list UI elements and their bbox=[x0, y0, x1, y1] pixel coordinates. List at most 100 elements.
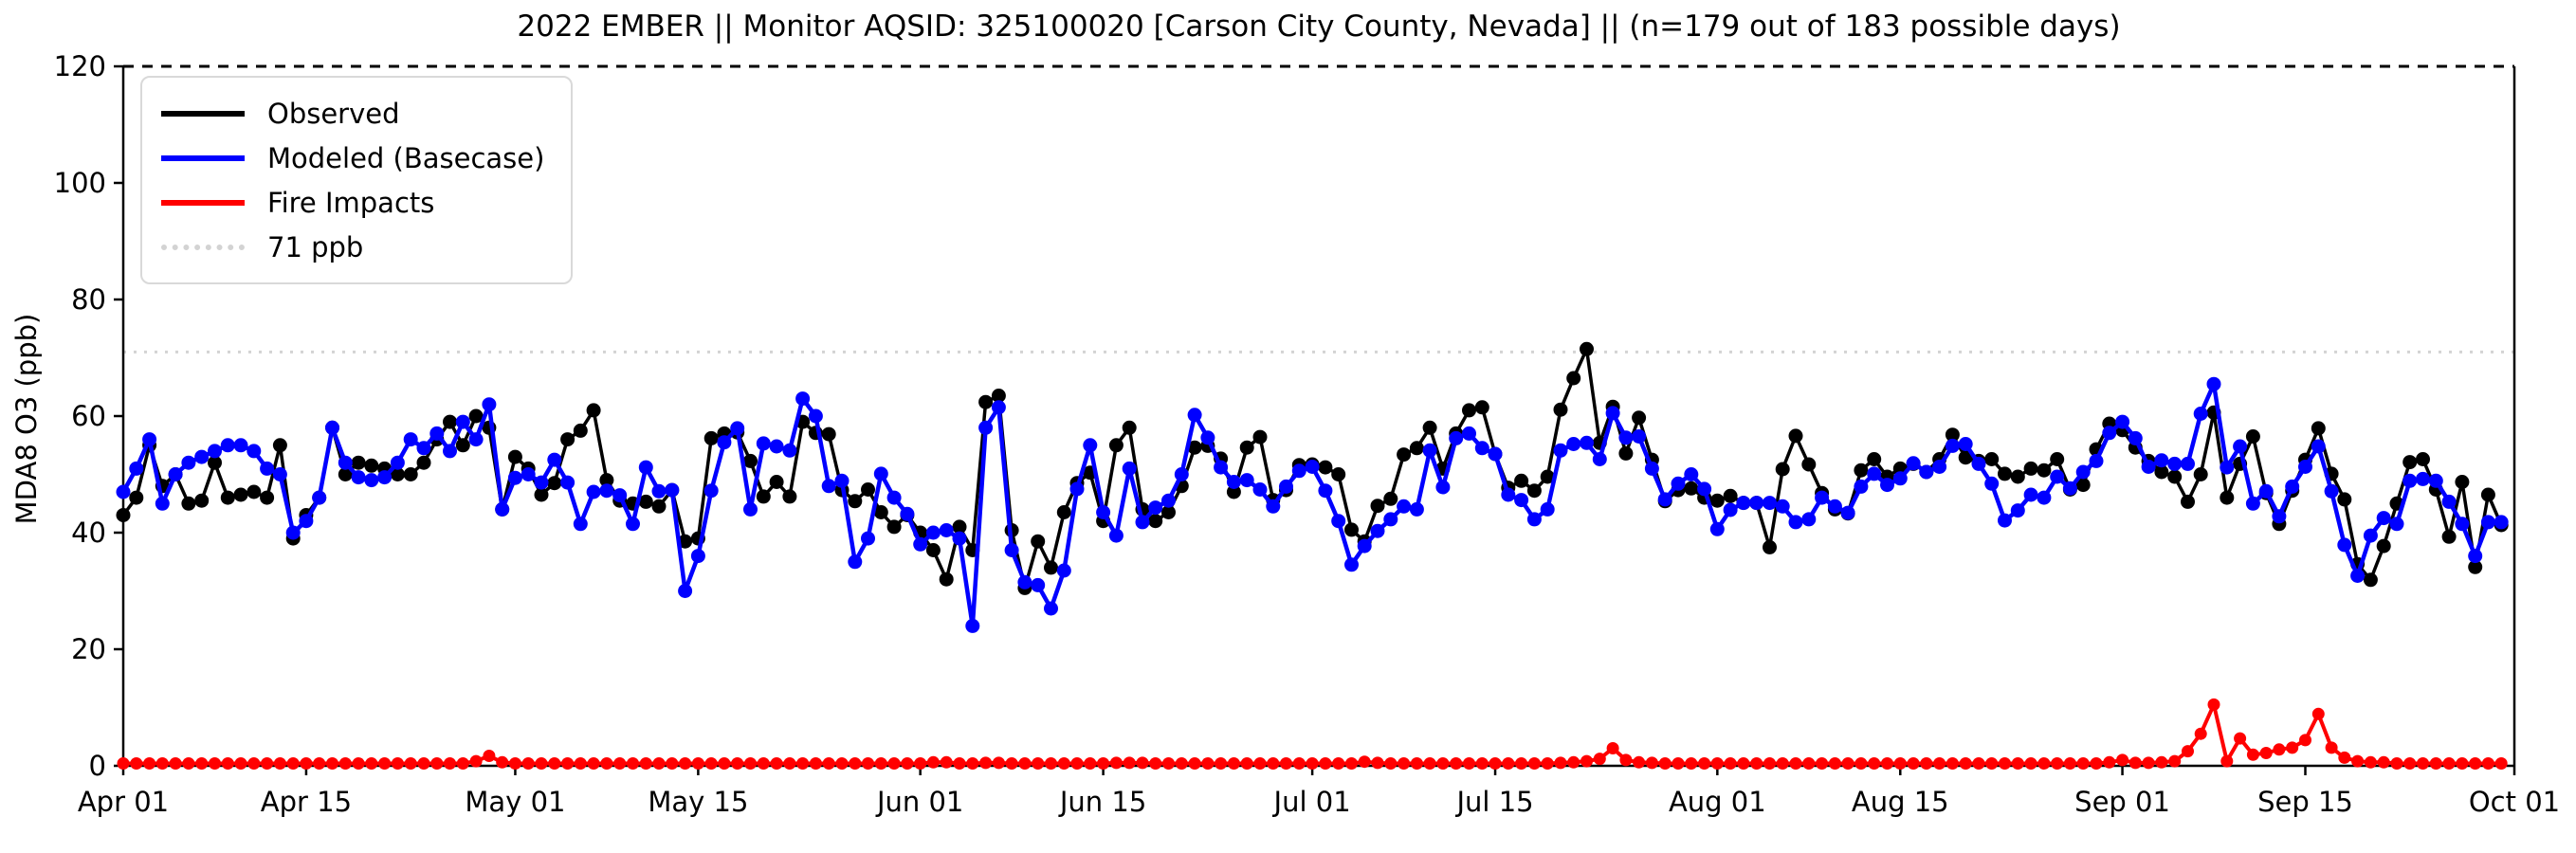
fire-impacts-point bbox=[2259, 747, 2273, 759]
fire-impacts-point bbox=[600, 757, 613, 770]
fire-impacts-point bbox=[1032, 757, 1045, 770]
observed-point bbox=[939, 572, 954, 587]
modeled-basecase-point bbox=[1318, 483, 1333, 499]
fire-impacts-point bbox=[1084, 757, 1097, 770]
fire-impacts-point bbox=[2377, 755, 2390, 769]
fire-impacts-point bbox=[1710, 757, 1724, 770]
observed-point bbox=[925, 543, 941, 557]
modeled-basecase-point bbox=[455, 414, 470, 429]
modeled-basecase-point bbox=[1553, 443, 1568, 458]
modeled-basecase-point bbox=[1801, 512, 1817, 527]
modeled-basecase-point bbox=[1357, 538, 1372, 554]
modeled-basecase-point bbox=[1919, 464, 1934, 480]
modeled-basecase-point bbox=[1214, 460, 1229, 475]
fire-impacts-point bbox=[1763, 757, 1776, 770]
modeled-basecase-point bbox=[443, 444, 457, 459]
observed-point bbox=[2167, 469, 2183, 484]
modeled-basecase-point bbox=[1880, 478, 1894, 493]
x-tick-label: May 01 bbox=[465, 786, 565, 818]
fire-impacts-point bbox=[1893, 757, 1907, 770]
observed-point bbox=[2075, 478, 2091, 493]
observed-point bbox=[403, 467, 418, 481]
fire-impacts-point bbox=[2116, 753, 2129, 767]
modeled-basecase-point bbox=[2363, 528, 2378, 543]
observed-point bbox=[351, 455, 366, 470]
fire-impacts-point bbox=[1750, 757, 1763, 770]
modeled-basecase-point bbox=[482, 397, 497, 412]
observed-point bbox=[1514, 473, 1529, 488]
observed-point bbox=[455, 438, 470, 453]
legend-swatch bbox=[161, 154, 245, 161]
modeled-basecase-point bbox=[208, 444, 222, 459]
modeled-basecase-point bbox=[2089, 453, 2104, 468]
modeled-basecase-point bbox=[1526, 512, 1542, 527]
modeled-basecase-point bbox=[1370, 523, 1385, 538]
observed-point bbox=[1108, 438, 1124, 453]
observed-point bbox=[2416, 452, 2430, 466]
fire-impacts-point bbox=[1672, 757, 1685, 770]
fire-impacts-point bbox=[2417, 757, 2429, 770]
modeled-basecase-point bbox=[1291, 463, 1306, 479]
modeled-basecase-point bbox=[129, 461, 144, 476]
observed-point bbox=[1867, 452, 1882, 466]
modeled-basecase-point bbox=[2050, 469, 2065, 484]
fire-impacts-point bbox=[378, 757, 392, 770]
fire-impacts-point bbox=[1828, 757, 1841, 770]
fire-impacts-point bbox=[1018, 757, 1032, 770]
legend-label: Fire Impacts bbox=[267, 186, 435, 219]
fire-impacts-point bbox=[1527, 757, 1541, 770]
modeled-basecase-point bbox=[325, 420, 339, 435]
y-tick-label: 60 bbox=[71, 400, 106, 432]
modeled-basecase-point bbox=[703, 483, 719, 499]
modeled-basecase-point bbox=[1266, 499, 1281, 514]
modeled-basecase-point bbox=[1226, 475, 1241, 489]
fire-impacts-point bbox=[1227, 757, 1240, 770]
fire-impacts-point bbox=[2311, 707, 2325, 720]
fire-impacts-point bbox=[770, 757, 783, 770]
fire-impacts-point bbox=[704, 757, 718, 770]
modeled-basecase-point bbox=[1998, 513, 2012, 528]
fire-impacts-point bbox=[822, 757, 835, 770]
fire-impacts-point bbox=[992, 756, 1005, 770]
fire-impacts-point bbox=[2128, 756, 2142, 770]
modeled-basecase-point bbox=[2272, 509, 2287, 524]
fire-impacts-point bbox=[209, 757, 221, 770]
fire-impacts-point bbox=[2338, 751, 2351, 764]
fire-impacts-line bbox=[123, 702, 2502, 766]
x-tick-label: Apr 15 bbox=[261, 786, 352, 818]
modeled-basecase-point bbox=[1840, 505, 1855, 520]
observed-point bbox=[1580, 341, 1594, 356]
observed-point bbox=[338, 467, 353, 481]
fire-impacts-point bbox=[1502, 757, 1515, 770]
legend-swatch bbox=[161, 110, 245, 117]
fire-impacts-point bbox=[1541, 757, 1554, 770]
fire-impacts-point bbox=[691, 757, 704, 770]
modeled-basecase-point bbox=[2494, 515, 2509, 530]
fire-impacts-point bbox=[587, 757, 600, 770]
x-tick-label: Jul 01 bbox=[1272, 786, 1351, 818]
fire-impacts-point bbox=[718, 757, 731, 770]
modeled-basecase-point bbox=[1488, 446, 1503, 462]
fire-impacts-point bbox=[1489, 757, 1502, 770]
observed-point bbox=[1998, 466, 2012, 481]
observed-point bbox=[886, 519, 902, 535]
fire-impacts-point bbox=[2469, 757, 2482, 770]
observed-point bbox=[1462, 403, 1476, 418]
observed-point bbox=[1148, 514, 1163, 529]
fire-impacts-point bbox=[2403, 757, 2417, 770]
legend-item: Fire Impacts bbox=[161, 180, 544, 225]
legend-item: 71 ppb bbox=[161, 225, 544, 269]
fire-impacts-point bbox=[2090, 757, 2103, 770]
fire-impacts-point bbox=[2076, 757, 2090, 770]
modeled-basecase-point bbox=[1122, 461, 1137, 476]
modeled-basecase-point bbox=[364, 473, 379, 488]
fire-impacts-point bbox=[2481, 757, 2494, 770]
observed-point bbox=[468, 408, 484, 424]
fire-impacts-point bbox=[574, 757, 587, 770]
fire-impacts-point bbox=[169, 757, 182, 770]
modeled-basecase-point bbox=[1383, 512, 1398, 527]
modeled-basecase-point bbox=[2298, 460, 2312, 474]
fire-impacts-point bbox=[1881, 757, 1893, 770]
fire-impacts-point bbox=[1854, 757, 1868, 770]
fire-impacts-point bbox=[926, 755, 940, 769]
